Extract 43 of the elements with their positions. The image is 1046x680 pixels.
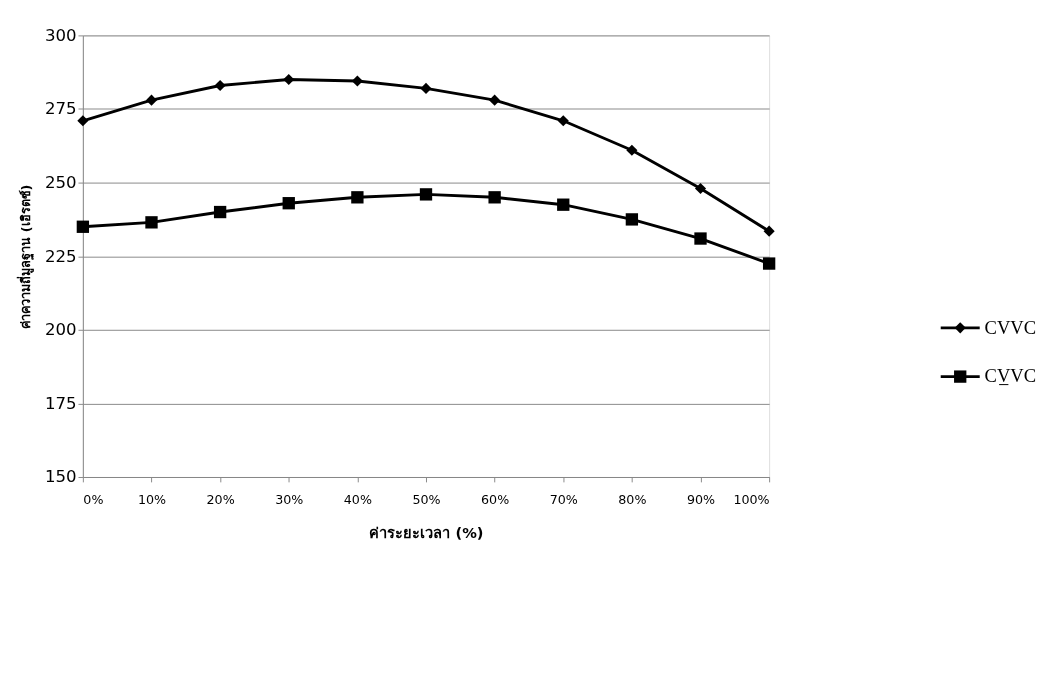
point bbox=[77, 115, 89, 127]
x-tick-label: 60% bbox=[481, 491, 510, 507]
point bbox=[214, 79, 226, 92]
x-axis-title: ค่าระยะเวลา (%) bbox=[369, 523, 484, 541]
x-tick-label: 30% bbox=[275, 491, 304, 507]
point bbox=[419, 188, 433, 201]
point bbox=[145, 94, 158, 106]
point bbox=[488, 191, 501, 204]
x-tick-label: 80% bbox=[618, 491, 647, 507]
y-tick-label: 225 bbox=[44, 246, 77, 266]
point bbox=[694, 182, 707, 195]
point bbox=[213, 205, 227, 219]
x-tick-label: 90% bbox=[686, 491, 716, 507]
x-tick-label: 40% bbox=[343, 491, 372, 507]
point bbox=[489, 94, 501, 106]
y-tick-label: 275 bbox=[44, 99, 77, 119]
point bbox=[694, 232, 707, 245]
x-tick-label: 0% bbox=[83, 491, 104, 507]
y-axis-title: ค่าความถี่มูลฐาน (เฮิรตซ์) bbox=[16, 184, 36, 329]
point bbox=[557, 198, 570, 211]
x-tick-label: 70% bbox=[549, 491, 578, 507]
y-tick-label: 200 bbox=[44, 320, 77, 340]
y-tick-label: 150 bbox=[44, 467, 77, 487]
x-tick-label: 10% bbox=[137, 491, 167, 507]
point bbox=[76, 220, 90, 233]
point bbox=[762, 257, 776, 270]
point bbox=[351, 191, 364, 204]
point bbox=[420, 82, 432, 94]
y-tick-label: 175 bbox=[44, 393, 77, 413]
point bbox=[625, 213, 639, 226]
point bbox=[763, 225, 775, 237]
x-tick-label: 50% bbox=[412, 491, 441, 507]
point bbox=[557, 115, 569, 127]
point bbox=[283, 74, 295, 86]
legend-label: CVVC bbox=[984, 316, 1037, 338]
legend-label: CV̲VC bbox=[984, 365, 1037, 387]
x-tick-label: 20% bbox=[206, 491, 235, 507]
point bbox=[626, 144, 638, 156]
y-tick-label: 250 bbox=[44, 172, 77, 192]
x-tick-label: 100% bbox=[733, 491, 770, 507]
y-tick-label: 300 bbox=[44, 25, 77, 45]
point bbox=[145, 216, 158, 229]
point bbox=[282, 197, 295, 210]
